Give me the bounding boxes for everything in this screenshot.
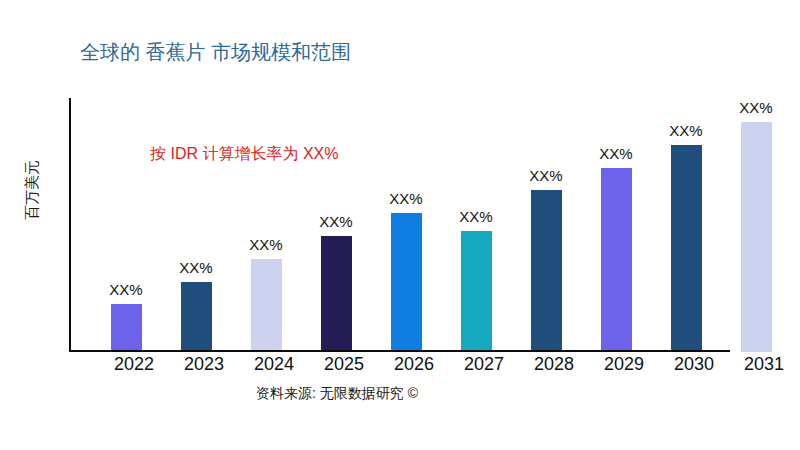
x-tick-label-2029: 2029: [589, 354, 659, 375]
y-axis-line: [69, 98, 71, 352]
bar-value-label-2029: XX%: [581, 145, 651, 162]
x-tick-label-2028: 2028: [519, 354, 589, 375]
bar-2029: [601, 168, 632, 352]
bar-2028: [531, 190, 562, 352]
x-tick-label-2025: 2025: [309, 354, 379, 375]
bar-2023: [181, 282, 212, 352]
bar-value-label-2022: XX%: [91, 281, 161, 298]
bar-value-label-2025: XX%: [301, 213, 371, 230]
x-tick-label-2027: 2027: [449, 354, 519, 375]
bar-2030: [671, 145, 702, 352]
chart-title: 全球的 香蕉片 市场规模和范围: [80, 40, 351, 64]
bar-2026: [391, 213, 422, 352]
bar-2031: [741, 122, 772, 352]
bar-2025: [321, 236, 352, 352]
x-tick-label-2023: 2023: [169, 354, 239, 375]
growth-annotation: 按 IDR 计算增长率为 XX%: [150, 144, 338, 165]
bar-value-label-2031: XX%: [721, 99, 791, 116]
bar-value-label-2030: XX%: [651, 122, 721, 139]
x-axis-line: [69, 350, 730, 352]
x-tick-label-2026: 2026: [379, 354, 449, 375]
x-tick-label-2022: 2022: [99, 354, 169, 375]
source-caption: 资料来源: 无限数据研究 ©: [256, 385, 418, 403]
bar-value-label-2028: XX%: [511, 167, 581, 184]
bar-value-label-2023: XX%: [161, 259, 231, 276]
x-tick-label-2030: 2030: [659, 354, 729, 375]
bar-value-label-2027: XX%: [441, 208, 511, 225]
bar-2024: [251, 259, 282, 352]
bar-value-label-2026: XX%: [371, 190, 441, 207]
chart-canvas: 全球的 香蕉片 市场规模和范围 按 IDR 计算增长率为 XX% 百万美元 XX…: [0, 0, 800, 450]
y-axis-label: 百万美元: [23, 110, 43, 270]
x-tick-label-2024: 2024: [239, 354, 309, 375]
bar-2027: [461, 231, 492, 352]
x-tick-label-2031: 2031: [729, 354, 799, 375]
bar-2022: [111, 304, 142, 352]
bar-value-label-2024: XX%: [231, 236, 301, 253]
